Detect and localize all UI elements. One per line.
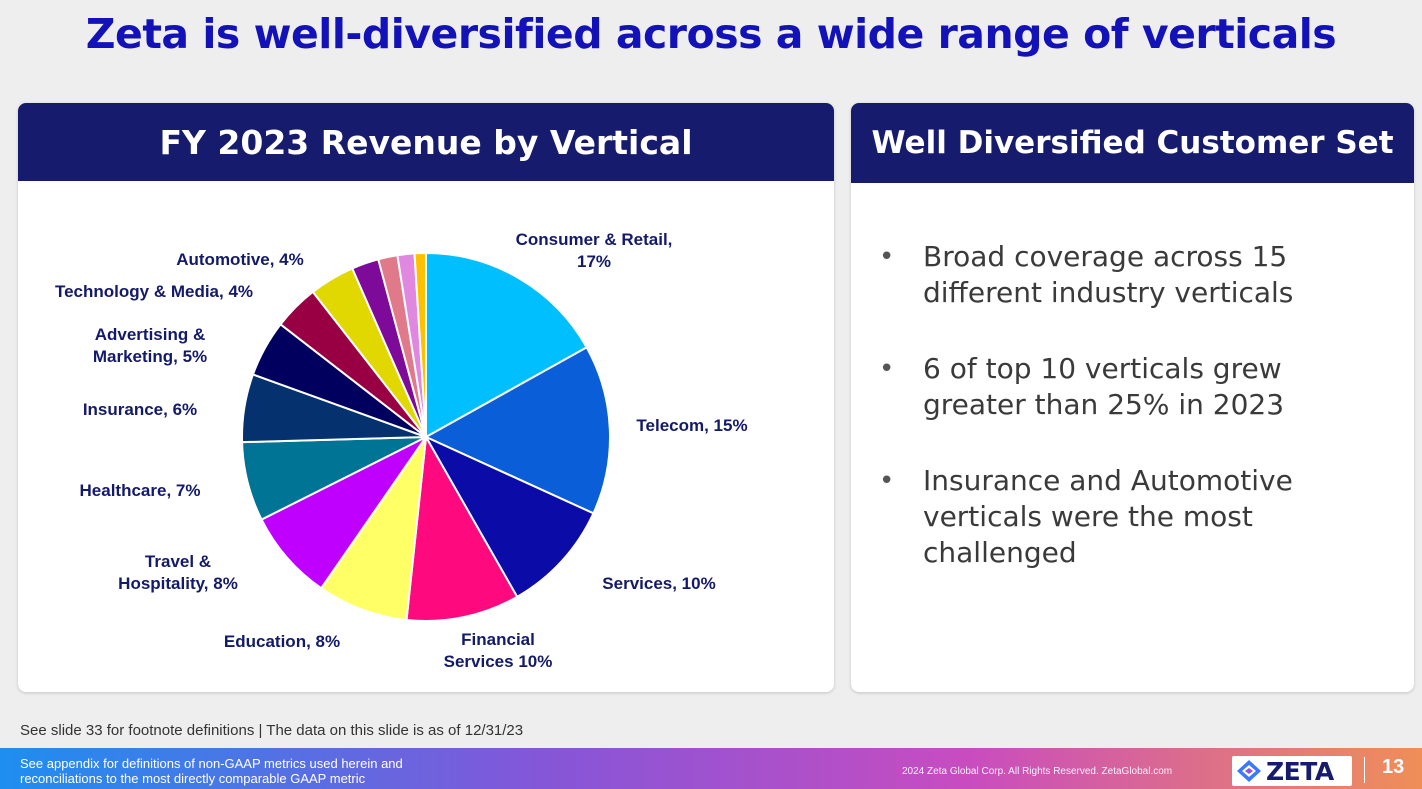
- bullet-item: • Broad coverage across 15 different ind…: [879, 239, 1399, 311]
- zeta-logo-text: ZETA: [1266, 756, 1334, 786]
- zeta-logo-icon: [1237, 760, 1261, 782]
- bullet-dot-icon: •: [879, 242, 895, 272]
- revenue-chart-header: FY 2023 Revenue by Vertical: [18, 103, 834, 181]
- bullet-item: • 6 of top 10 verticals grew greater tha…: [879, 351, 1399, 423]
- revenue-chart-card: FY 2023 Revenue by Vertical Consumer & R…: [18, 103, 834, 692]
- logo-divider: [1364, 757, 1365, 783]
- pie-slice-travel-hospitality: [260, 436, 427, 590]
- pie-label-healthcare: Healthcare, 7%: [80, 481, 201, 500]
- customer-set-header: Well Diversified Customer Set: [851, 103, 1414, 183]
- bullet-dot-icon: •: [879, 466, 895, 496]
- footnote: See slide 33 for footnote definitions | …: [20, 722, 524, 739]
- bullet-line: Insurance and Automotive: [923, 464, 1293, 497]
- bullet-line: greater than 25% in 2023: [923, 388, 1285, 421]
- bullet-list: • Broad coverage across 15 different ind…: [879, 239, 1399, 611]
- pie-label-services: Services, 10%: [602, 574, 715, 593]
- pie-label-financial-services: Financial Services 10%: [444, 630, 553, 671]
- bullet-line: Broad coverage across 15: [923, 240, 1288, 273]
- bullet-line: challenged: [923, 536, 1077, 569]
- customer-set-card: Well Diversified Customer Set • Broad co…: [851, 103, 1414, 692]
- non-gaap-note-line: reconciliations to the most directly com…: [20, 771, 366, 786]
- pie-label-telecom: Telecom, 15%: [636, 416, 747, 435]
- pie-label-travel-hospitality: Travel & Hospitality, 8%: [118, 552, 238, 593]
- bullet-line: 6 of top 10 verticals grew: [923, 352, 1282, 385]
- pie-label-advertising-marketing: Advertising & Marketing, 5%: [93, 325, 207, 366]
- bullet-dot-icon: •: [879, 354, 895, 384]
- pie-slice-telecom: [423, 345, 611, 515]
- slide-title: Zeta is well-diversified across a wide r…: [85, 10, 1337, 58]
- pie-slice-financial-services: [405, 433, 519, 622]
- pie-slice-education: [319, 436, 427, 622]
- non-gaap-note-line: See appendix for definitions of non-GAAP…: [20, 756, 403, 771]
- pie-label-technology-media: Technology & Media, 4%: [55, 282, 253, 301]
- copyright-text: 2024 Zeta Global Corp. All Rights Reserv…: [902, 766, 1173, 777]
- pie-slice-services: [423, 434, 595, 599]
- pie-label-consumer-retail: Consumer & Retail, 17%: [516, 230, 673, 271]
- zeta-logo: ZETA: [1232, 756, 1352, 786]
- pie-slice-other-vertical-d: [413, 251, 427, 438]
- bottom-bar: See appendix for definitions of non-GAAP…: [0, 748, 1422, 789]
- pie-label-automotive: Automotive, 4%: [176, 250, 304, 269]
- non-gaap-note: See appendix for definitions of non-GAAP…: [20, 756, 500, 786]
- pie-chart: Consumer & Retail, 17% Telecom, 15% Service…: [55, 230, 748, 671]
- bullet-item: • Insurance and Automotive verticals wer…: [879, 463, 1399, 571]
- pie-slice-consumer-retail: [425, 251, 589, 439]
- bullet-line: verticals were the most: [923, 500, 1253, 533]
- page-number: 13: [1382, 756, 1405, 778]
- pie-label-education: Education, 8%: [224, 632, 340, 651]
- pie-label-insurance: Insurance, 6%: [83, 400, 197, 419]
- bullet-line: different industry verticals: [923, 276, 1294, 309]
